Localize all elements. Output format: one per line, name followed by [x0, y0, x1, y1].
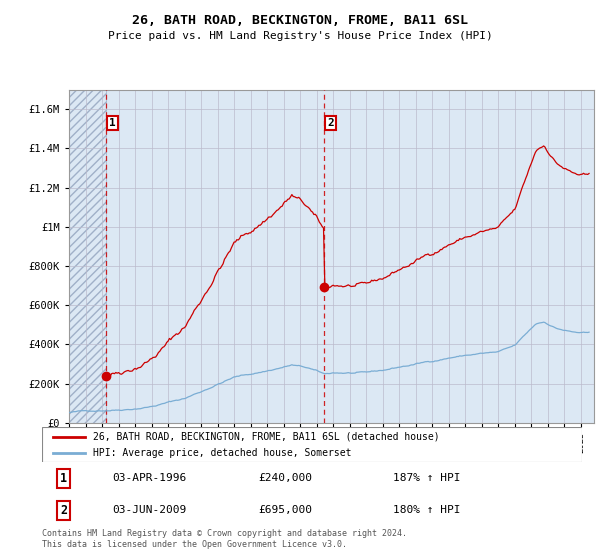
Text: 03-JUN-2009: 03-JUN-2009 — [112, 505, 187, 515]
Text: 03-APR-1996: 03-APR-1996 — [112, 473, 187, 483]
Text: 2: 2 — [327, 118, 334, 128]
Text: 26, BATH ROAD, BECKINGTON, FROME, BA11 6SL: 26, BATH ROAD, BECKINGTON, FROME, BA11 6… — [132, 14, 468, 27]
Text: HPI: Average price, detached house, Somerset: HPI: Average price, detached house, Some… — [94, 449, 352, 458]
Bar — [69, 90, 106, 423]
Text: 26, BATH ROAD, BECKINGTON, FROME, BA11 6SL (detached house): 26, BATH ROAD, BECKINGTON, FROME, BA11 6… — [94, 432, 440, 442]
Bar — [69, 90, 106, 423]
Text: 2: 2 — [60, 503, 67, 516]
Text: Price paid vs. HM Land Registry's House Price Index (HPI): Price paid vs. HM Land Registry's House … — [107, 31, 493, 41]
Text: 187% ↑ HPI: 187% ↑ HPI — [393, 473, 461, 483]
Text: 1: 1 — [60, 472, 67, 485]
Text: £695,000: £695,000 — [258, 505, 312, 515]
FancyBboxPatch shape — [42, 427, 582, 462]
Text: 1: 1 — [109, 118, 116, 128]
Text: Contains HM Land Registry data © Crown copyright and database right 2024.
This d: Contains HM Land Registry data © Crown c… — [42, 529, 407, 549]
Text: £240,000: £240,000 — [258, 473, 312, 483]
Text: 180% ↑ HPI: 180% ↑ HPI — [393, 505, 461, 515]
